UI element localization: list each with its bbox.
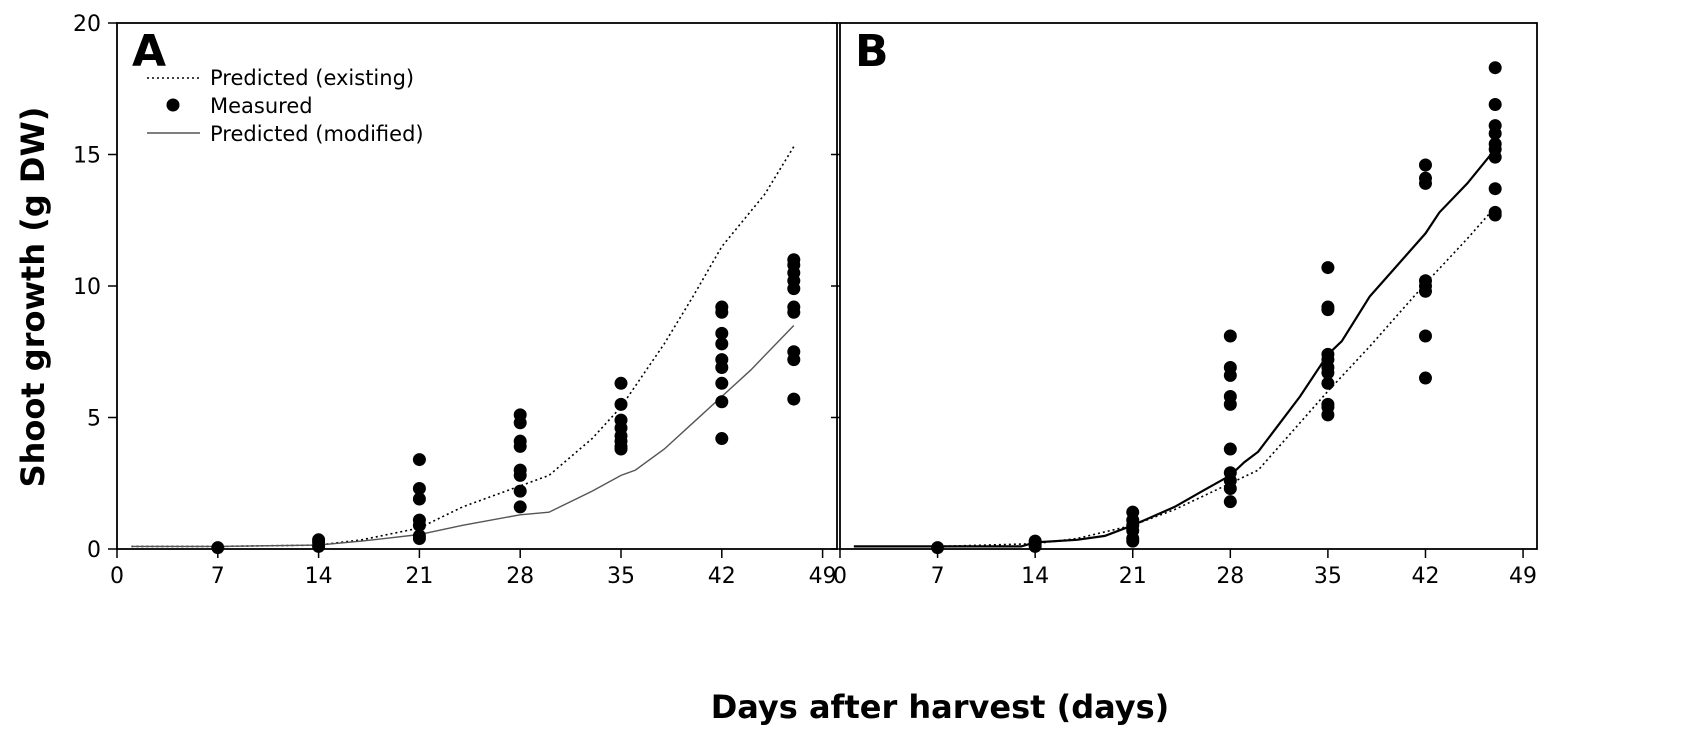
- measured-point-b: [1418, 176, 1432, 190]
- predicted-modified-line-a: [131, 325, 795, 548]
- measured-point-a: [513, 468, 527, 482]
- measured-point-b: [1418, 371, 1432, 385]
- measured-point-b: [1418, 329, 1432, 343]
- measured-point-a: [715, 395, 729, 409]
- measured-point-a: [412, 492, 426, 506]
- measured-point-b: [1418, 158, 1432, 172]
- measured-point-a: [614, 397, 628, 411]
- measured-point-a: [715, 432, 729, 446]
- predicted-existing-line-b: [853, 206, 1496, 548]
- measured-point-a: [715, 326, 729, 340]
- y-tick-label-15: 15: [73, 144, 101, 169]
- measured-point-a: [614, 376, 628, 390]
- measured-point-b: [1321, 261, 1335, 275]
- x-tick-label-b-21: 21: [1119, 564, 1147, 589]
- measured-point-b: [1223, 482, 1237, 496]
- measured-point-b: [1028, 534, 1042, 548]
- predicted-existing-line-a: [131, 146, 795, 548]
- measured-point-b: [1488, 126, 1502, 140]
- measured-point-b: [931, 541, 945, 555]
- measured-point-b: [1321, 376, 1335, 390]
- x-tick-label-a-14: 14: [305, 564, 333, 589]
- measured-point-a: [787, 353, 801, 367]
- panel-a: 0 7 14 21 28 35 42 49 0 5 10 15 20 A: [73, 12, 838, 589]
- measured-point-a: [614, 442, 628, 456]
- measured-point-b: [1418, 284, 1432, 298]
- x-tick-label-b-14: 14: [1021, 564, 1049, 589]
- x-tick-label-b-42: 42: [1411, 564, 1439, 589]
- panel-b: 0 7 14 21 28 35 42 49 B: [831, 22, 1538, 589]
- measured-point-a: [513, 484, 527, 498]
- legend: Predicted (existing) Measured Predicted …: [147, 66, 424, 146]
- measured-point-a: [211, 541, 225, 555]
- measured-point-b: [1126, 534, 1140, 548]
- measured-point-b: [1223, 368, 1237, 382]
- y-tick-label-20: 20: [73, 12, 101, 37]
- measured-point-a: [513, 500, 527, 514]
- measured-point-a: [715, 376, 729, 390]
- measured-point-b: [1223, 495, 1237, 509]
- x-tick-label-b-0: 0: [833, 564, 847, 589]
- measured-point-a: [787, 392, 801, 406]
- x-tick-label-b-28: 28: [1216, 564, 1244, 589]
- measured-point-b: [1488, 61, 1502, 75]
- legend-label-modified: Predicted (modified): [210, 122, 424, 146]
- legend-label-existing: Predicted (existing): [210, 66, 414, 90]
- x-axis-title: Days after harvest (days): [711, 688, 1170, 726]
- x-tick-label-a-28: 28: [506, 564, 534, 589]
- measured-point-a: [412, 531, 426, 545]
- measured-point-b: [1223, 329, 1237, 343]
- panel-label-a: A: [132, 26, 166, 77]
- x-tick-label-b-49: 49: [1509, 564, 1537, 589]
- y-tick-label-5: 5: [87, 407, 101, 432]
- x-tick-label-b-35: 35: [1314, 564, 1342, 589]
- measured-point-a: [412, 482, 426, 496]
- measured-point-b: [1321, 408, 1335, 422]
- x-tick-label-a-7: 7: [211, 564, 225, 589]
- x-tick-label-a-0: 0: [110, 564, 124, 589]
- measured-point-a: [412, 518, 426, 532]
- y-tick-label-10: 10: [73, 275, 101, 300]
- panel-label-b: B: [855, 26, 889, 77]
- measured-point-b: [1321, 303, 1335, 317]
- measured-point-b: [1321, 366, 1335, 380]
- measured-point-b: [1223, 397, 1237, 411]
- x-tick-label-a-49: 49: [809, 564, 837, 589]
- measured-point-a: [787, 305, 801, 319]
- measured-point-a: [715, 361, 729, 375]
- measured-point-b: [1488, 98, 1502, 112]
- measured-point-a: [312, 533, 326, 547]
- measured-point-b: [1488, 208, 1502, 222]
- x-tick-label-a-21: 21: [405, 564, 433, 589]
- y-tick-label-0: 0: [87, 538, 101, 563]
- measured-point-b: [1488, 182, 1502, 196]
- measured-point-a: [715, 305, 729, 319]
- measured-point-a: [787, 282, 801, 296]
- legend-marker-icon: [166, 98, 180, 112]
- measured-point-b: [1488, 150, 1502, 164]
- measured-point-a: [715, 337, 729, 351]
- x-tick-label-b-7: 7: [931, 564, 945, 589]
- legend-label-measured: Measured: [210, 94, 313, 118]
- x-tick-label-a-35: 35: [607, 564, 635, 589]
- x-tick-label-a-42: 42: [708, 564, 736, 589]
- y-axis-title: Shoot growth (g DW): [14, 107, 52, 488]
- measured-point-a: [412, 453, 426, 467]
- measured-point-b: [1223, 442, 1237, 456]
- plot-frame-b: [839, 22, 1538, 550]
- predicted-modified-line-b: [853, 148, 1497, 548]
- measured-point-a: [513, 416, 527, 430]
- measured-point-a: [513, 439, 527, 453]
